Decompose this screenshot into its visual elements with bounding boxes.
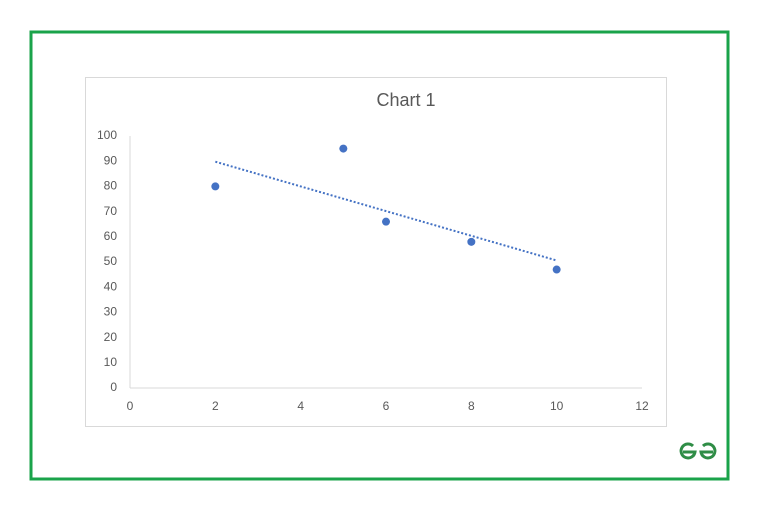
x-tick-label: 2 — [212, 399, 219, 413]
chart-area — [85, 77, 667, 427]
trendline — [215, 160, 557, 262]
x-tick-label: 4 — [297, 399, 304, 413]
y-tick-label: 50 — [104, 254, 118, 268]
y-tick-label: 40 — [104, 279, 118, 293]
x-tick-label: 12 — [635, 399, 649, 413]
y-tick-label: 60 — [104, 229, 118, 243]
data-point — [552, 265, 561, 274]
logo-right — [699, 442, 717, 460]
x-tick-label: 8 — [468, 399, 475, 413]
y-tick-label: 80 — [104, 179, 118, 193]
y-tick-label: 70 — [104, 204, 118, 218]
x-tick-label: 6 — [383, 399, 390, 413]
y-tick-label: 90 — [104, 153, 118, 167]
data-point — [339, 144, 348, 153]
y-tick-label: 30 — [104, 305, 118, 319]
y-tick-label: 10 — [104, 355, 118, 369]
logo-left — [679, 442, 697, 460]
data-point — [382, 217, 390, 226]
chart-title: Chart 1 — [376, 90, 435, 110]
x-tick-label: 10 — [550, 399, 564, 413]
y-tick-label: 20 — [104, 330, 118, 344]
y-tick-label: 0 — [110, 380, 117, 394]
x-tick-label: 0 — [127, 399, 134, 413]
data-point — [211, 182, 220, 191]
data-point — [467, 237, 476, 246]
logo — [679, 442, 717, 460]
y-tick-label: 100 — [97, 128, 117, 142]
